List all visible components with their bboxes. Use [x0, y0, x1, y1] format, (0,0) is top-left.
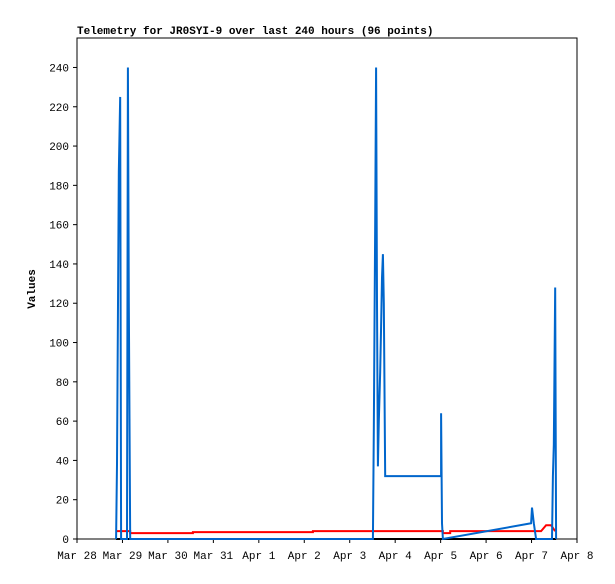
- x-tick-label: Mar 29: [103, 551, 143, 563]
- x-tick-label: Apr 5: [424, 551, 457, 563]
- x-tick-label: Apr 2: [288, 551, 321, 563]
- y-tick-label: 20: [56, 496, 69, 508]
- y-tick-label: 140: [49, 260, 69, 272]
- y-tick-label: 240: [49, 63, 69, 75]
- x-tick-label: Apr 4: [379, 551, 412, 563]
- y-axis-label: Values: [27, 269, 39, 309]
- x-tick-label: Apr 1: [242, 551, 275, 563]
- y-tick-label: 40: [56, 456, 69, 468]
- x-tick-label: Apr 7: [515, 551, 548, 563]
- y-tick-label: 200: [49, 142, 69, 154]
- y-tick-label: 0: [62, 535, 69, 547]
- x-tick-label: Apr 8: [560, 551, 593, 563]
- x-tick-label: Apr 3: [333, 551, 366, 563]
- data-line: [115, 67, 558, 541]
- y-tick-label: 220: [49, 103, 69, 115]
- y-tick-label: 180: [49, 181, 69, 193]
- y-tick-label: 100: [49, 339, 69, 351]
- y-tick-label: 80: [56, 378, 69, 390]
- y-tick-label: 60: [56, 417, 69, 429]
- x-tick-label: Apr 6: [470, 551, 503, 563]
- y-tick-label: 120: [49, 299, 69, 311]
- y-tick-label: 160: [49, 221, 69, 233]
- chart-title: Telemetry for JR0SYI-9 over last 240 hou…: [77, 26, 433, 38]
- x-tick-label: Mar 28: [57, 551, 97, 563]
- x-tick-label: Mar 30: [148, 551, 188, 563]
- x-tick-label: Mar 31: [194, 551, 234, 563]
